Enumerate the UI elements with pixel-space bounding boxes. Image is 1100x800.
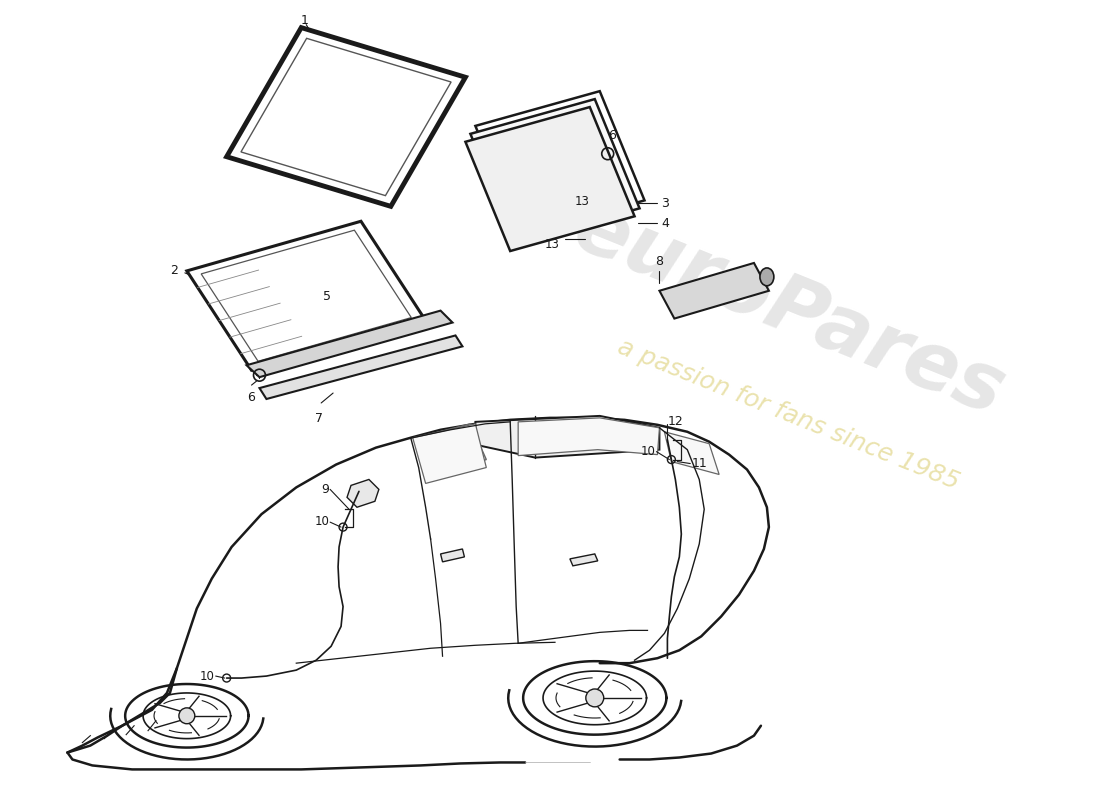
Circle shape xyxy=(586,689,604,707)
Polygon shape xyxy=(465,107,635,251)
Polygon shape xyxy=(260,335,462,399)
Text: 6: 6 xyxy=(607,130,616,142)
Text: 5: 5 xyxy=(323,290,331,303)
Polygon shape xyxy=(441,549,464,562)
Polygon shape xyxy=(201,230,411,362)
Polygon shape xyxy=(412,424,486,483)
Polygon shape xyxy=(664,432,719,474)
Polygon shape xyxy=(346,479,378,507)
Polygon shape xyxy=(187,222,426,370)
Text: 6: 6 xyxy=(248,391,255,404)
Polygon shape xyxy=(246,310,452,377)
Polygon shape xyxy=(227,28,465,206)
Polygon shape xyxy=(518,418,659,456)
Text: 9: 9 xyxy=(321,483,329,496)
Ellipse shape xyxy=(760,268,774,286)
Text: 1: 1 xyxy=(300,14,308,27)
Text: 12: 12 xyxy=(668,415,683,428)
Polygon shape xyxy=(471,99,639,243)
Text: 4: 4 xyxy=(661,217,669,230)
Text: 11: 11 xyxy=(691,457,707,470)
Polygon shape xyxy=(241,38,451,196)
Text: 10: 10 xyxy=(640,445,656,458)
Text: 3: 3 xyxy=(661,197,669,210)
Text: 8: 8 xyxy=(656,255,663,268)
Circle shape xyxy=(179,708,195,724)
Text: 10: 10 xyxy=(200,670,214,682)
Text: 7: 7 xyxy=(316,412,323,425)
Polygon shape xyxy=(475,416,659,458)
Text: 13: 13 xyxy=(546,238,560,250)
Text: 13: 13 xyxy=(575,195,590,208)
Text: 10: 10 xyxy=(315,514,329,528)
Text: a passion for fans since 1985: a passion for fans since 1985 xyxy=(615,335,964,494)
Polygon shape xyxy=(570,554,597,566)
Polygon shape xyxy=(659,263,769,318)
Text: 2: 2 xyxy=(170,265,178,278)
Polygon shape xyxy=(416,424,486,475)
Polygon shape xyxy=(475,91,645,235)
Text: euroPares: euroPares xyxy=(562,189,1015,433)
